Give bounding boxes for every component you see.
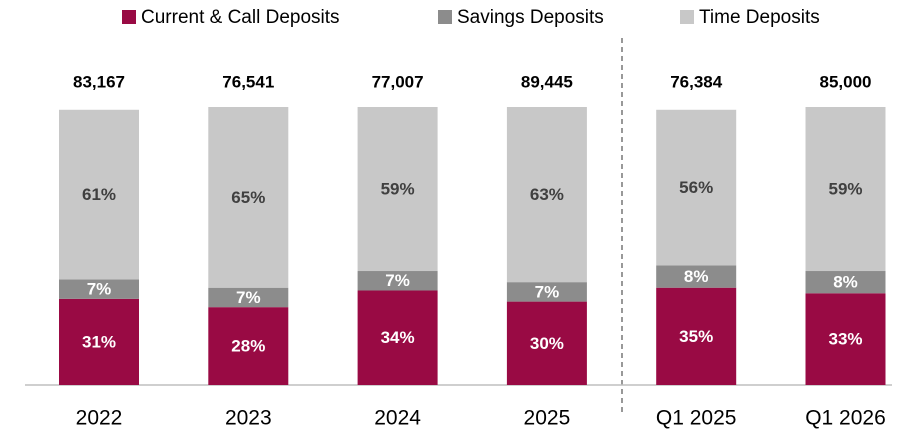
bar-segment: [208, 107, 289, 288]
data-label: 8%: [833, 273, 858, 292]
data-label: 63%: [530, 185, 564, 204]
bar-segment: [805, 271, 886, 294]
bar-segment: [805, 107, 886, 272]
data-label: 7%: [535, 282, 560, 301]
bar-segment: [656, 109, 737, 266]
x-tick-label: 2025: [524, 407, 571, 430]
legend-swatch: [122, 10, 136, 24]
data-label: 35%: [679, 327, 713, 346]
data-label: 7%: [236, 288, 261, 307]
bar-segment: [59, 109, 139, 280]
bar-segment: [506, 107, 587, 283]
data-label: 7%: [87, 280, 112, 299]
bar-segment: [506, 301, 587, 385]
bar-segment: [656, 287, 737, 385]
bar-segment: [805, 293, 886, 385]
data-label: 7%: [385, 271, 410, 290]
data-label: 59%: [828, 179, 862, 198]
x-tick-label: 2024: [374, 407, 421, 430]
bar-segment: [59, 279, 139, 299]
total-label: 77,007: [372, 72, 424, 91]
data-label: 33%: [828, 330, 862, 349]
total-label: 89,445: [521, 72, 573, 91]
data-label: 30%: [530, 334, 564, 353]
legend-label: Savings Deposits: [457, 7, 604, 28]
legend-swatch: [680, 10, 694, 24]
data-label: 8%: [684, 267, 709, 286]
bar-segment: [357, 271, 438, 291]
data-label: 59%: [381, 179, 415, 198]
x-tick-label: 2023: [225, 407, 272, 430]
x-tick-label: Q1 2026: [805, 407, 886, 430]
total-label: 76,384: [670, 72, 723, 91]
data-label: 65%: [231, 188, 265, 207]
total-label: 76,541: [222, 72, 274, 91]
bar-segment: [656, 265, 737, 288]
bar-segment: [357, 107, 438, 272]
data-label: 56%: [679, 178, 713, 197]
x-tick-label: 2022: [76, 407, 123, 430]
legend-label: Current & Call Deposits: [141, 7, 340, 28]
x-tick-label: Q1 2025: [656, 407, 737, 430]
bar-segment: [357, 290, 438, 385]
bar-segment: [208, 287, 289, 308]
data-label: 34%: [381, 328, 415, 347]
bar-segment: [506, 282, 587, 302]
bar-segment: [59, 298, 139, 385]
total-label: 85,000: [820, 72, 872, 91]
legend-swatch: [438, 10, 452, 24]
legend-label: Time Deposits: [699, 7, 820, 28]
data-label: 31%: [82, 332, 116, 351]
data-label: 28%: [231, 337, 265, 356]
total-label: 83,167: [73, 72, 125, 91]
bar-segment: [208, 307, 289, 385]
data-label: 61%: [82, 185, 116, 204]
